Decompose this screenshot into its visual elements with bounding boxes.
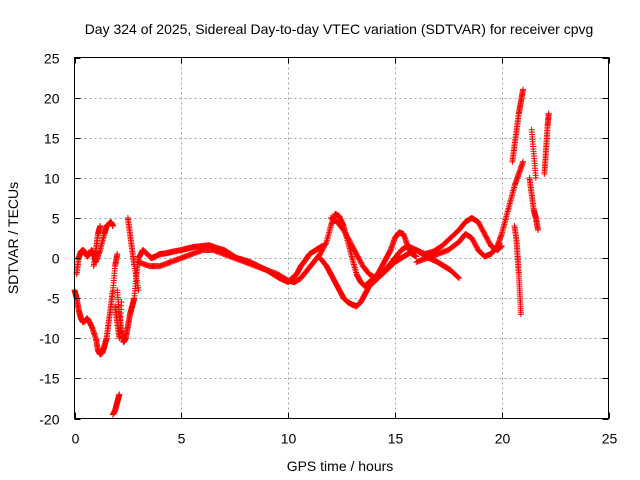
data-point [517, 311, 524, 318]
series-track-h [509, 86, 527, 165]
data-point [118, 299, 125, 306]
plot-frame [74, 57, 609, 419]
y-tick-label: 15 [44, 131, 60, 147]
data-point [114, 251, 121, 258]
x-tick-label: 5 [178, 431, 186, 447]
x-tick-label: 0 [72, 431, 80, 447]
y-tick-label: 10 [44, 171, 60, 187]
series-track-o [124, 214, 142, 294]
chart-title: Day 324 of 2025, Sidereal Day-to-day VTE… [85, 21, 594, 37]
data-point [520, 86, 527, 93]
y-tick-label: -15 [39, 371, 59, 387]
data-point [532, 174, 539, 181]
series-track-l [541, 110, 552, 177]
series-track-p [90, 222, 104, 270]
series-track-c [114, 242, 326, 346]
data-point [413, 253, 420, 260]
series-track-g [413, 158, 527, 266]
series-track-n [112, 299, 125, 342]
series-track-m [109, 391, 123, 418]
x-tick-label: 15 [388, 431, 404, 447]
grid-lines [74, 57, 609, 419]
series-track-j [526, 174, 542, 233]
y-tick-label: -10 [39, 331, 59, 347]
series-track-a [71, 251, 121, 358]
y-tick-label: -5 [47, 291, 60, 307]
data-point [535, 226, 542, 233]
data-point [109, 222, 116, 229]
x-tick-label: 25 [602, 431, 618, 447]
data-point [135, 287, 142, 294]
series-track-i [511, 222, 524, 318]
series-track-k [528, 126, 539, 181]
y-tick-label: 0 [52, 251, 60, 267]
data-point [97, 222, 104, 229]
y-axis-label: SDTVAR / TECUs [5, 182, 21, 294]
x-tick-label: 20 [495, 431, 511, 447]
data-point [545, 110, 552, 117]
data-point [520, 158, 527, 165]
data-point [116, 391, 123, 398]
data-point [455, 274, 462, 281]
axis-ticks: 0 5 10 15 20 25 -20 -15 -10 -5 0 5 10 15 20 25 [39, 51, 617, 447]
y-tick-label: 20 [44, 91, 60, 107]
x-tick-label: 10 [281, 431, 297, 447]
y-tick-label: 25 [44, 51, 60, 67]
x-axis-label: GPS time / hours [287, 458, 394, 474]
y-tick-label: -20 [39, 412, 59, 428]
data-point [322, 240, 329, 247]
data-markers [71, 86, 552, 418]
y-tick-label: 5 [52, 211, 60, 227]
data-point [455, 275, 462, 282]
